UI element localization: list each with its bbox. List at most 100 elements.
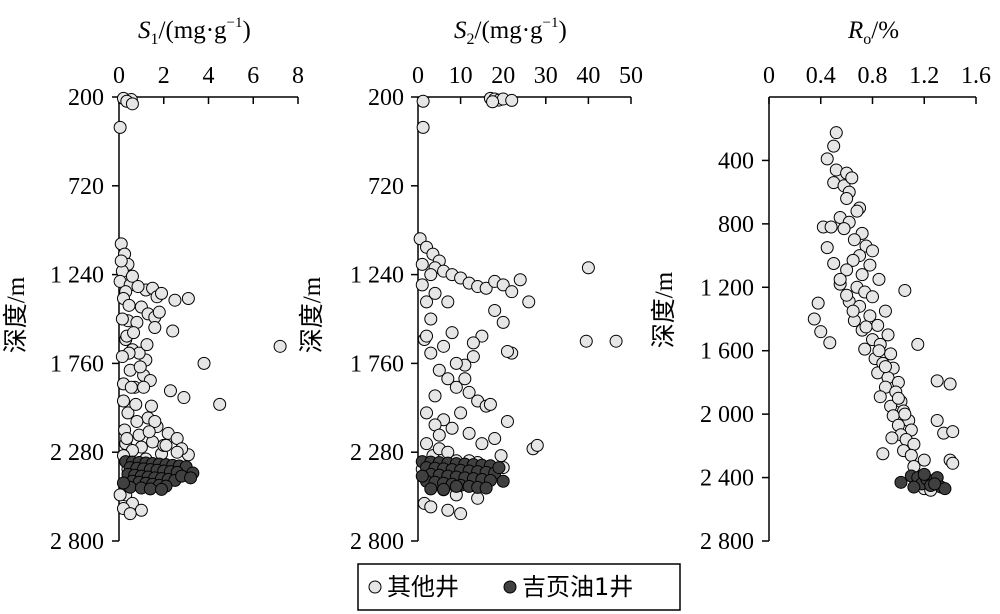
y-tick-label: 1 600 [700,339,754,365]
y-axis-label: 深度/m [650,271,678,348]
point-other-well [420,406,434,420]
point-other-well [454,507,468,521]
point-other-well [847,233,861,247]
point-jiyeyou1 [894,475,908,489]
x-tick-label: 2 [158,63,170,89]
panel-3: Ro/% 0 0.4 0.8 1.2 1.6 400 800 1 200 1 600 2 000 2 … [650,17,991,555]
x-tick-label: 50 [619,63,643,89]
series-jiyeyou1 [116,455,200,496]
point-other-well [891,391,905,405]
point-other-well [134,503,148,517]
point-jiyeyou1 [917,467,931,481]
point-other-well [840,191,854,205]
point-other-well [140,338,154,352]
y-tick-label: 800 [718,212,754,238]
point-other-well [946,456,960,470]
y-axis-label: 深度/m [298,276,326,353]
point-other-well [120,432,134,446]
point-other-well [170,445,184,459]
point-other-well [441,295,455,309]
y-tick-label: 2 400 [700,466,754,492]
point-other-well [840,263,854,277]
x-tick-label: 1.6 [961,63,991,89]
point-other-well [859,320,873,334]
point-jiyeyou1 [907,480,921,494]
point-other-well [872,344,886,358]
point-other-well [871,318,885,332]
legend-label-other: 其他井 [387,573,459,601]
point-other-well [466,350,480,364]
point-other-well [441,372,455,386]
point-other-well [416,94,430,108]
point-other-well [445,326,459,340]
point-other-well [496,278,510,292]
panel-title: S1/(mg·g−1) [138,15,251,48]
series-other-wells [113,91,287,521]
series-jiyeyou1 [894,467,952,496]
point-other-well [911,337,925,351]
point-other-well [428,286,442,300]
point-other-well [488,432,502,446]
point-jiyeyou1 [928,477,942,491]
point-other-well [833,272,847,286]
point-other-well [181,292,195,306]
point-other-well [155,286,169,300]
x-tick-label: 4 [203,63,215,89]
point-other-well [855,268,869,282]
point-other-well [494,449,508,463]
point-other-well [827,139,841,153]
point-other-well [437,339,451,353]
point-other-well [168,293,182,307]
point-other-well [449,380,463,394]
point-other-well [123,507,137,521]
point-other-well [197,356,211,370]
point-other-well [432,363,446,377]
point-other-well [814,325,828,339]
point-other-well [466,336,480,350]
point-other-well [177,391,191,405]
point-other-well [846,304,860,318]
point-other-well [462,385,476,399]
point-other-well [917,453,931,467]
point-other-well [137,380,151,394]
point-other-well [475,329,489,343]
point-jiyeyou1 [437,482,451,496]
y-tick-label: 2 280 [50,440,104,466]
x-tick-label: 1.2 [909,63,939,89]
x-tick-label: 6 [247,63,259,89]
y-tick-label: 2 280 [350,440,404,466]
point-other-well [441,503,455,517]
point-other-well [878,360,892,374]
point-other-well [152,305,166,319]
point-other-well [131,280,145,294]
point-other-well [129,397,143,411]
y-tick-label: 2 800 [350,529,404,555]
point-other-well [930,374,944,388]
point-other-well [124,380,138,394]
point-other-well [530,438,544,452]
x-tick-label: 30 [534,63,558,89]
point-other-well [513,273,527,287]
point-other-well [845,171,859,185]
point-jiyeyou1 [424,482,438,496]
point-other-well [866,290,879,304]
point-other-well [820,152,834,166]
point-other-well [846,253,860,267]
y-tick-label: 1 240 [350,263,404,289]
point-other-well [144,399,158,413]
point-other-well [125,97,139,111]
y-tick-label: 2 800 [700,529,754,555]
point-other-well [878,304,892,318]
x-tick-label: 0.4 [806,63,836,89]
point-other-well [505,93,519,107]
y-tick-label: 2 000 [700,402,754,428]
point-other-well [873,390,887,404]
point-other-well [579,334,593,348]
point-other-well [946,425,960,439]
point-other-well [496,315,510,329]
point-other-well [148,414,162,428]
point-other-well [424,500,438,514]
x-tick-label: 0 [412,63,424,89]
panel-title: S2/(mg·g−1) [454,15,567,48]
point-other-well [462,426,476,440]
